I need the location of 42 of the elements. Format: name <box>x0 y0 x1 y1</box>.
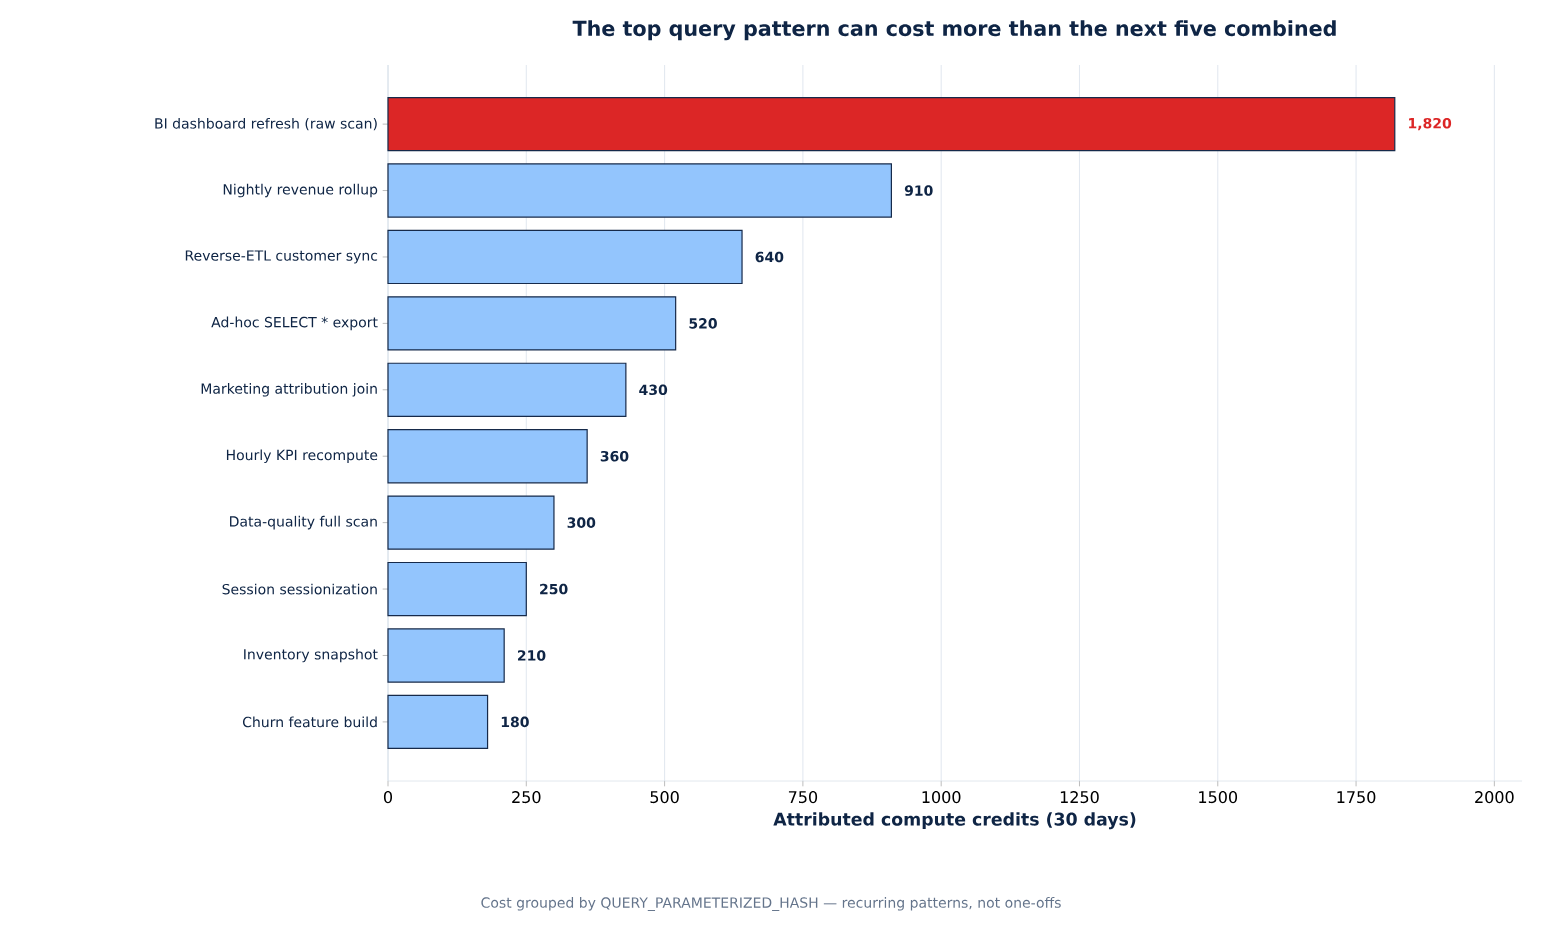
bar <box>387 694 489 750</box>
bar <box>387 495 555 550</box>
bar <box>387 296 677 351</box>
x-tick-label: 1500 <box>1199 791 1238 804</box>
bar <box>387 561 527 617</box>
x-tick-label: 250 <box>512 791 541 804</box>
y-tick-label: BI dashboard refresh (raw scan) <box>155 117 377 131</box>
x-tick-label: 750 <box>788 791 818 804</box>
y-tick-label: Hourly KPI recompute <box>226 449 378 463</box>
x-tick-label: 1000 <box>922 791 961 804</box>
bar <box>387 628 505 683</box>
data-label: 180 <box>501 716 529 728</box>
text: Cost grouped by QUERY_PARAMETERIZED_HASH — recurring patterns, not one-offs <box>481 897 1061 911</box>
data-label: 1,820 <box>1409 117 1452 131</box>
y-tick-label: Data-quality full scan <box>230 515 377 530</box>
x-tick-label: 0 <box>383 791 393 804</box>
data-label: 640 <box>755 251 784 263</box>
data-label: 360 <box>600 450 629 462</box>
data-label: 910 <box>904 185 933 196</box>
bar <box>387 429 588 484</box>
y-tick-label: Ad-hoc SELECT * export <box>211 316 378 331</box>
x-tick-label: 1250 <box>1060 791 1099 804</box>
data-label: 210 <box>517 650 546 661</box>
y-tick-label: Session sessionization <box>222 583 377 595</box>
chart-title: The top query pattern can cost more than the next five combined <box>572 20 1336 41</box>
y-tick-label: Reverse-ETL customer sync <box>185 250 378 264</box>
y-tick-label: Churn feature build <box>242 716 377 728</box>
y-tick-label: Inventory snapshot <box>244 648 378 663</box>
data-label: 300 <box>567 517 596 528</box>
y-tick-label: Nightly revenue rollup <box>223 183 378 198</box>
data-label: 430 <box>639 384 668 396</box>
bar <box>387 229 743 285</box>
data-label: 250 <box>540 583 568 595</box>
bar <box>387 163 892 218</box>
x-tick-label: 2000 <box>1475 791 1514 804</box>
y-tick-label: Marketing attribution join <box>201 383 377 397</box>
bar <box>387 362 627 417</box>
x-tick-label: 500 <box>650 791 679 804</box>
data-label: 520 <box>689 318 717 329</box>
x-tick-label: 1750 <box>1337 791 1376 804</box>
x-axis-title: Attributed compute credits (30 days) <box>773 812 1136 830</box>
bar <box>387 96 1396 152</box>
